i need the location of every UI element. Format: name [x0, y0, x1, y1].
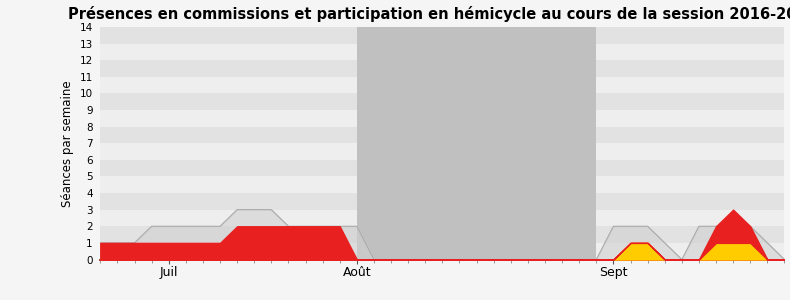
Bar [357, 27, 596, 260]
Bar [100, 60, 784, 77]
Title: Présences en commissions et participation en hémicycle au cours de la session 20: Présences en commissions et participatio… [68, 6, 790, 22]
Bar [100, 127, 784, 143]
Bar [100, 226, 784, 243]
Bar [100, 143, 784, 160]
Bar [100, 93, 784, 110]
Bar [100, 193, 784, 210]
Bar [100, 160, 784, 176]
Bar [100, 243, 784, 260]
Bar [100, 110, 784, 127]
Y-axis label: Séances par semaine: Séances par semaine [61, 80, 73, 206]
Bar [100, 44, 784, 60]
Bar [100, 210, 784, 226]
Bar [100, 176, 784, 193]
Bar [100, 27, 784, 44]
Bar [100, 77, 784, 93]
